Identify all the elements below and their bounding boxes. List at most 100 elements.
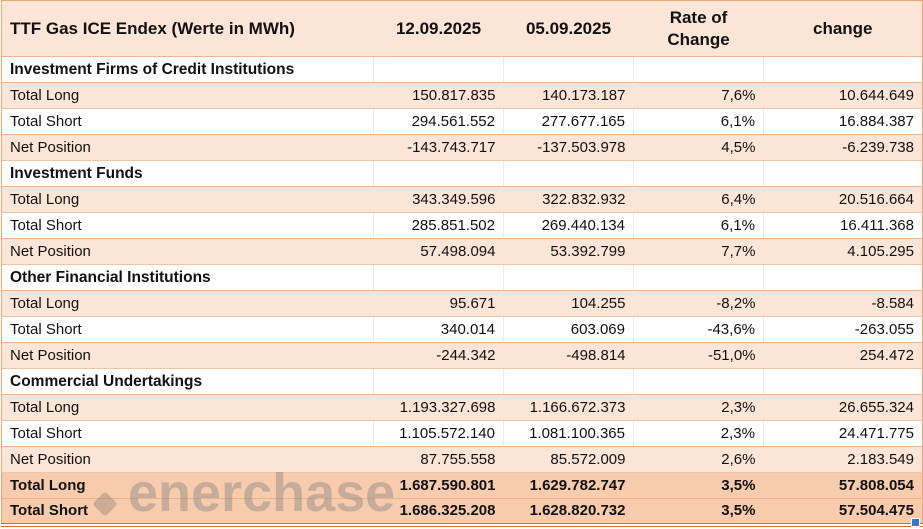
cell-value-previous[interactable]: 1.628.820.732	[503, 498, 634, 527]
cell-rate-of-change[interactable]: 3,5%	[633, 498, 764, 527]
cell-value-previous[interactable]: -137.503.978	[503, 134, 634, 161]
table-row: Total Long 95.671 104.255 -8,2% -8.584	[1, 290, 923, 317]
cell-label[interactable]: Total Short	[1, 212, 374, 239]
cell-change[interactable]	[763, 160, 923, 187]
cell-value-current[interactable]: 343.349.596	[373, 186, 504, 213]
col-header-change[interactable]: change	[763, 0, 923, 57]
col-header-date-previous[interactable]: 05.09.2025	[503, 0, 634, 57]
cell-rate-of-change[interactable]	[633, 56, 764, 83]
excel-fill-handle[interactable]	[911, 518, 920, 527]
cell-value-previous[interactable]	[503, 160, 634, 187]
cell-value-previous[interactable]: 53.392.799	[503, 238, 634, 265]
cell-value-current[interactable]	[373, 264, 504, 291]
cell-value-current[interactable]	[373, 160, 504, 187]
cell-value-current[interactable]: 57.498.094	[373, 238, 504, 265]
cell-change[interactable]: -6.239.738	[763, 134, 923, 161]
cell-value-current[interactable]: 1.686.325.208	[373, 498, 504, 527]
cell-change[interactable]: 10.644.649	[763, 82, 923, 109]
cell-rate-of-change[interactable]: 4,5%	[633, 134, 764, 161]
cell-change[interactable]: 16.884.387	[763, 108, 923, 135]
cell-rate-of-change[interactable]	[633, 368, 764, 395]
cell-label[interactable]: Total Long	[1, 290, 374, 317]
cell-rate-of-change[interactable]: 6,4%	[633, 186, 764, 213]
cell-change[interactable]	[763, 56, 923, 83]
cell-value-current[interactable]: 150.817.835	[373, 82, 504, 109]
cell-value-previous[interactable]: 85.572.009	[503, 446, 634, 473]
cell-label[interactable]: Investment Firms of Credit Institutions	[1, 56, 374, 83]
cell-label[interactable]: Total Long	[1, 472, 374, 499]
cell-rate-of-change[interactable]: 2,3%	[633, 394, 764, 421]
cell-change[interactable]: 57.504.475	[763, 498, 923, 527]
cell-label[interactable]: Total Long	[1, 82, 374, 109]
cell-value-current[interactable]: 87.755.558	[373, 446, 504, 473]
cell-rate-of-change[interactable]: 2,6%	[633, 446, 764, 473]
table-title[interactable]: TTF Gas ICE Endex (Werte in MWh)	[1, 0, 374, 57]
cell-value-previous[interactable]: 104.255	[503, 290, 634, 317]
cell-rate-of-change[interactable]: 3,5%	[633, 472, 764, 499]
cell-label[interactable]: Total Short	[1, 420, 374, 447]
cell-change[interactable]: 4.105.295	[763, 238, 923, 265]
cell-label[interactable]: Net Position	[1, 446, 374, 473]
cell-rate-of-change[interactable]: -8,2%	[633, 290, 764, 317]
cell-rate-of-change[interactable]: 6,1%	[633, 108, 764, 135]
table-row: Total Short 1.686.325.208 1.628.820.732 3,5…	[1, 498, 923, 527]
col-header-rate-of-change[interactable]: Rate of Change	[633, 0, 764, 57]
cell-change[interactable]: -8.584	[763, 290, 923, 317]
cell-label[interactable]: Total Short	[1, 108, 374, 135]
cell-change[interactable]: -263.055	[763, 316, 923, 343]
cell-label[interactable]: Net Position	[1, 342, 374, 369]
cell-value-previous[interactable]	[503, 264, 634, 291]
cell-value-previous[interactable]: 603.069	[503, 316, 634, 343]
cell-change[interactable]: 57.808.054	[763, 472, 923, 499]
table-row: Total Long 150.817.835 140.173.187 7,6% 10.6…	[1, 82, 923, 109]
cell-label[interactable]: Net Position	[1, 238, 374, 265]
cell-rate-of-change[interactable]: 7,6%	[633, 82, 764, 109]
cell-change[interactable]: 26.655.324	[763, 394, 923, 421]
cell-change[interactable]: 20.516.664	[763, 186, 923, 213]
cell-change[interactable]: 254.472	[763, 342, 923, 369]
cell-label[interactable]: Other Financial Institutions	[1, 264, 374, 291]
cell-value-current[interactable]	[373, 368, 504, 395]
cell-rate-of-change[interactable]: 6,1%	[633, 212, 764, 239]
cell-rate-of-change[interactable]: 7,7%	[633, 238, 764, 265]
cell-change[interactable]: 2.183.549	[763, 446, 923, 473]
cell-value-current[interactable]: 340.014	[373, 316, 504, 343]
cell-rate-of-change[interactable]: 2,3%	[633, 420, 764, 447]
cell-label[interactable]: Net Position	[1, 134, 374, 161]
cell-value-current[interactable]: 1.105.572.140	[373, 420, 504, 447]
cell-change[interactable]	[763, 368, 923, 395]
cell-value-previous[interactable]	[503, 368, 634, 395]
cell-change[interactable]: 24.471.775	[763, 420, 923, 447]
cell-label[interactable]: Commercial Undertakings	[1, 368, 374, 395]
cell-value-previous[interactable]: 277.677.165	[503, 108, 634, 135]
cell-value-current[interactable]: 294.561.552	[373, 108, 504, 135]
cell-value-previous[interactable]: 140.173.187	[503, 82, 634, 109]
cell-change[interactable]	[763, 264, 923, 291]
cell-value-previous[interactable]	[503, 56, 634, 83]
cell-value-current[interactable]: 285.851.502	[373, 212, 504, 239]
cell-value-previous[interactable]: -498.814	[503, 342, 634, 369]
cell-value-current[interactable]: 1.687.590.801	[373, 472, 504, 499]
cell-value-current[interactable]: -244.342	[373, 342, 504, 369]
cell-value-previous[interactable]: 269.440.134	[503, 212, 634, 239]
cell-value-previous[interactable]: 1.081.100.365	[503, 420, 634, 447]
cell-value-previous[interactable]: 322.832.932	[503, 186, 634, 213]
cell-label[interactable]: Investment Funds	[1, 160, 374, 187]
cell-value-current[interactable]: -143.743.717	[373, 134, 504, 161]
cell-rate-of-change[interactable]: -43,6%	[633, 316, 764, 343]
cell-value-current[interactable]: 1.193.327.698	[373, 394, 504, 421]
cell-label[interactable]: Total Short	[1, 498, 374, 527]
col-header-date-current[interactable]: 12.09.2025	[373, 0, 504, 57]
cell-value-previous[interactable]: 1.166.672.373	[503, 394, 634, 421]
table-row: Total Short 294.561.552 277.677.165 6,1% 16.…	[1, 108, 923, 135]
cell-rate-of-change[interactable]: -51,0%	[633, 342, 764, 369]
cell-value-current[interactable]: 95.671	[373, 290, 504, 317]
cell-label[interactable]: Total Long	[1, 186, 374, 213]
cell-rate-of-change[interactable]	[633, 264, 764, 291]
cell-value-current[interactable]	[373, 56, 504, 83]
cell-change[interactable]: 16.411.368	[763, 212, 923, 239]
cell-rate-of-change[interactable]	[633, 160, 764, 187]
cell-label[interactable]: Total Long	[1, 394, 374, 421]
cell-value-previous[interactable]: 1.629.782.747	[503, 472, 634, 499]
cell-label[interactable]: Total Short	[1, 316, 374, 343]
